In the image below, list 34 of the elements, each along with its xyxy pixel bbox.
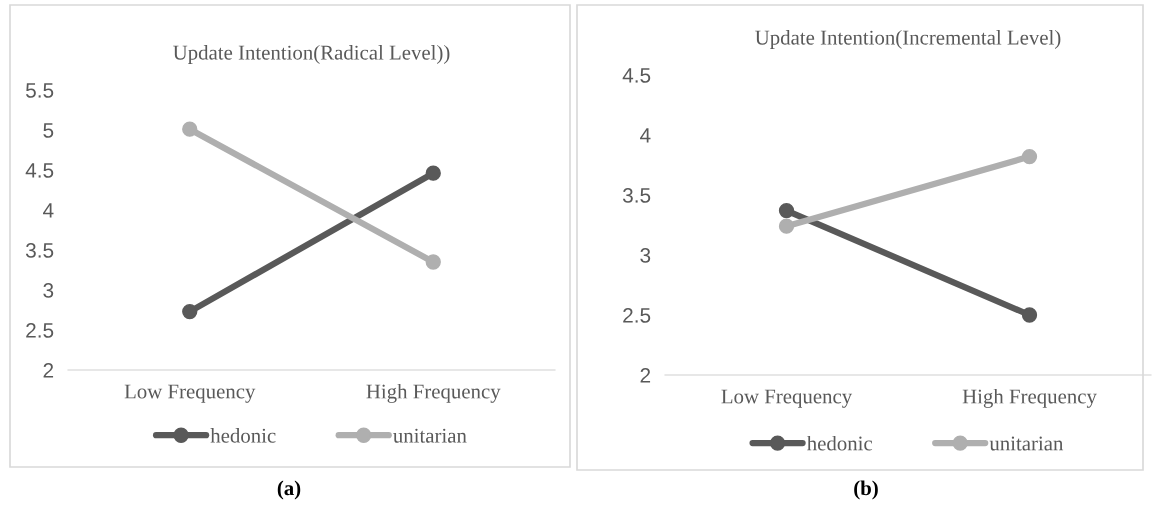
y-tick-label: 4.5 — [622, 68, 651, 83]
y-tick-label: 5.5 — [25, 83, 54, 98]
point — [1021, 148, 1038, 165]
y-tick-label: 3.5 — [622, 188, 651, 203]
legend-label: hedonic — [806, 435, 873, 451]
point — [425, 254, 441, 270]
point — [778, 202, 795, 219]
legend-label: unitarian — [393, 428, 467, 443]
legend-label: hedonic — [210, 428, 276, 443]
y-tick-label: 3 — [43, 283, 54, 298]
x-tick-label: Low Frequency — [124, 384, 256, 403]
y-tick-label: 2 — [640, 368, 651, 383]
y-tick-label: 4 — [640, 128, 651, 143]
point — [778, 218, 795, 234]
point — [1021, 307, 1038, 323]
y-tick-label: 2 — [43, 363, 54, 378]
y-tick-label: 4 — [43, 203, 54, 218]
x-tick-label: Low Frequency — [721, 389, 853, 408]
text: (a) — [277, 480, 301, 500]
x-tick-label: High Frequency — [962, 388, 1097, 408]
chart-title: Update Intention(Incremental Level) — [755, 29, 1061, 49]
point — [182, 303, 198, 320]
y-tick-label: 5 — [43, 123, 54, 138]
y-tick-label: 2.5 — [623, 308, 651, 323]
chart-title: Update Intention(Radical Level)) — [173, 44, 450, 64]
y-tick-label: 3 — [640, 248, 651, 263]
x-tick-label: High Frequency — [366, 383, 501, 403]
y-tick-label: 2.5 — [26, 323, 54, 338]
point — [425, 165, 441, 181]
point — [182, 121, 198, 137]
legend-label: unitarian — [989, 436, 1064, 451]
text: (b) — [854, 480, 878, 500]
y-tick-label: 4.5 — [25, 163, 54, 178]
y-tick-label: 3.5 — [25, 243, 54, 258]
